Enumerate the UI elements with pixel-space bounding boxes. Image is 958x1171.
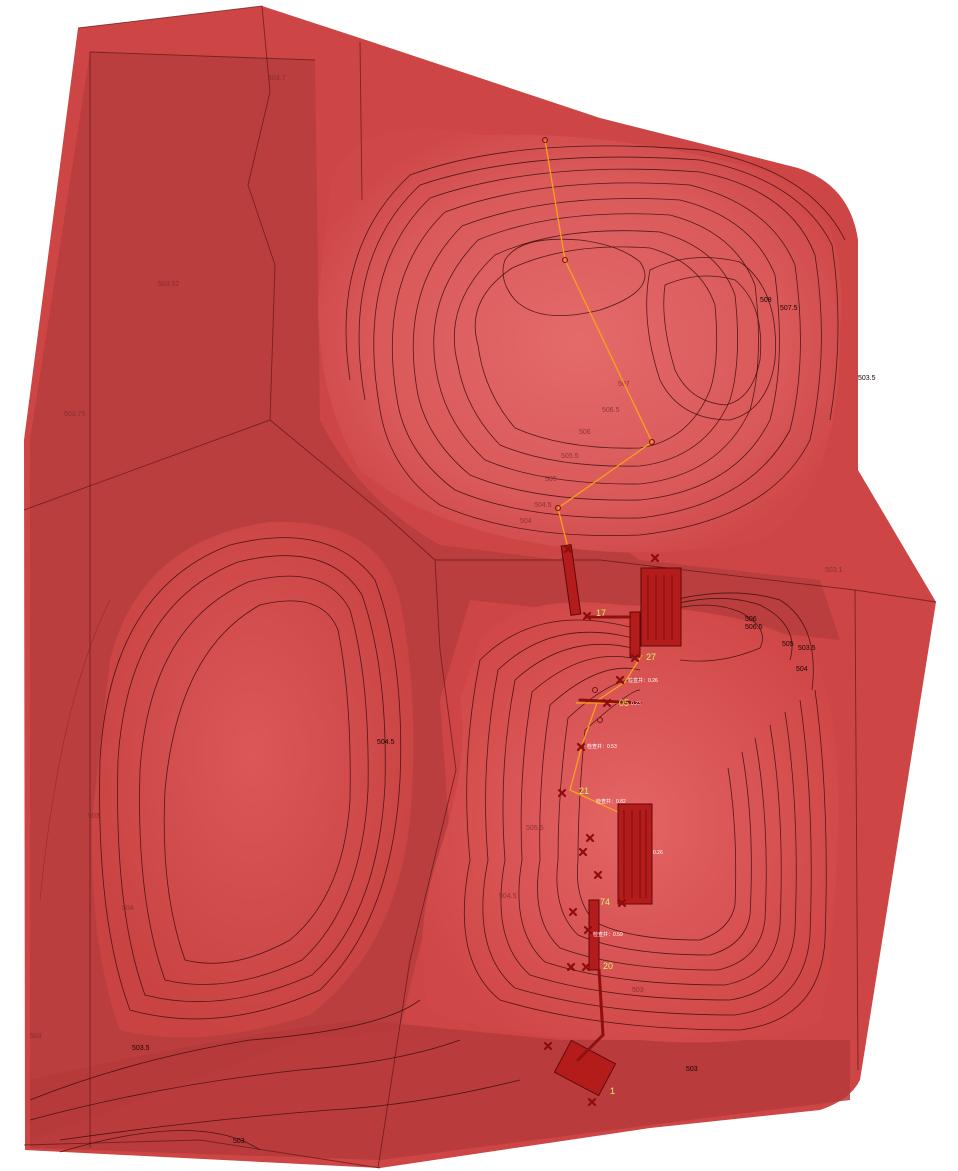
x-mark-icon[interactable] (576, 742, 586, 752)
contour-label: 504 (520, 518, 532, 525)
x-mark-icon[interactable] (615, 675, 625, 685)
slope-label: 检查井：0.26 (628, 677, 658, 684)
contour-label: 506.5 (602, 407, 620, 414)
contour-label: 505.5 (526, 825, 544, 832)
contour-label: 504 (122, 905, 134, 912)
manhole-node-icon[interactable] (542, 137, 548, 143)
contour-label: 506 (745, 616, 757, 623)
contour-label: 503 (30, 1033, 42, 1040)
building-structure-icon[interactable] (629, 611, 641, 658)
manhole-node-icon[interactable] (555, 505, 561, 511)
x-mark-icon[interactable] (630, 653, 640, 663)
pipe-id-label: 1 (610, 1086, 615, 1096)
pipe-id-label: 21 (579, 786, 589, 796)
building-structure-icon[interactable] (588, 899, 600, 971)
contour-label: 503 (88, 813, 100, 820)
contour-label: 503.1 (825, 567, 843, 574)
x-mark-icon[interactable] (593, 870, 603, 880)
contour-label: 503.7 (268, 75, 286, 82)
contour-label: 504 (796, 666, 808, 673)
x-mark-icon[interactable] (557, 788, 567, 798)
tin-edges (23, 5, 937, 1169)
x-mark-icon[interactable] (617, 898, 627, 908)
contours-north-hill (345, 145, 846, 537)
pipe-id-label: 05 (619, 698, 629, 708)
contour-label: 504.5 (534, 502, 552, 509)
contour-label: 506 (579, 429, 591, 436)
pipe-id-label: 17 (596, 608, 606, 618)
contour-label: 505 (782, 641, 794, 648)
contour-label: 503.75 (64, 411, 86, 418)
x-mark-icon[interactable] (650, 553, 660, 563)
building-structure-icon[interactable] (640, 567, 682, 647)
pipe-id-label: 20 (603, 961, 613, 971)
hill-north (318, 129, 842, 553)
x-mark-icon[interactable] (602, 698, 612, 708)
manhole-node-icon[interactable] (597, 717, 603, 723)
contour-label: 503.5 (132, 1045, 150, 1052)
contour-label: 506.5 (745, 624, 763, 631)
slope-label: 检查井：0.59 (593, 931, 623, 938)
x-mark-icon[interactable] (581, 962, 591, 972)
contour-label: 503.5 (798, 645, 816, 652)
building-structure-icon[interactable] (553, 1039, 617, 1097)
contours-southeast-hill (463, 592, 827, 1031)
contour-label: 508 (760, 297, 772, 304)
contour-label: 503 (233, 1138, 245, 1145)
contour-label: 503 (632, 987, 644, 994)
slope-labels: 检查井：0.26 0.23 检查井：0.53 检查井：0.82 0.26 检查井… (587, 677, 663, 938)
pipe-line-central (569, 654, 643, 823)
x-mark-icon[interactable] (582, 611, 592, 621)
valley-band-south (30, 1020, 850, 1160)
contour-label: 503.92 (158, 281, 180, 288)
contour-label: 507.5 (780, 305, 798, 312)
contour-label: 505 (545, 476, 557, 483)
contour-label: 503.5 (858, 375, 876, 382)
x-mark-icon[interactable] (585, 833, 595, 843)
slope-label: 检查井：0.82 (596, 798, 626, 805)
contour-label: 505.5 (561, 453, 579, 460)
manhole-node-icon[interactable] (592, 687, 598, 693)
contour-label: 504.5 (499, 893, 517, 900)
x-mark-icon[interactable] (578, 847, 588, 857)
structures (553, 544, 682, 1097)
contour-label: 503 (686, 1066, 698, 1073)
pipe-line-north (544, 139, 653, 549)
x-mark-icon[interactable] (587, 1097, 597, 1107)
x-mark-icon[interactable] (583, 925, 593, 935)
x-markers (543, 544, 660, 1107)
pipe-id-label: 74 (600, 897, 610, 907)
manhole-node-icon[interactable] (649, 439, 655, 445)
x-mark-icon[interactable] (568, 907, 578, 917)
slope-label: 0.23 (631, 701, 641, 707)
manhole-node-icon[interactable] (562, 257, 568, 263)
x-mark-icon[interactable] (563, 544, 573, 554)
pipe-id-labels: 17 27 05 21 74 20 1 (579, 608, 656, 1096)
building-structure-icon[interactable] (560, 544, 582, 616)
x-mark-icon[interactable] (543, 1041, 553, 1051)
building-structure-icon[interactable] (617, 803, 653, 905)
pipe-id-label: 27 (646, 652, 656, 662)
x-mark-icon[interactable] (566, 962, 576, 972)
contours-west-hill (29, 537, 521, 1153)
contour-label: 504.5 (377, 739, 395, 746)
slope-label: 检查井：0.53 (587, 743, 617, 750)
slope-label: 0.26 (653, 850, 663, 856)
